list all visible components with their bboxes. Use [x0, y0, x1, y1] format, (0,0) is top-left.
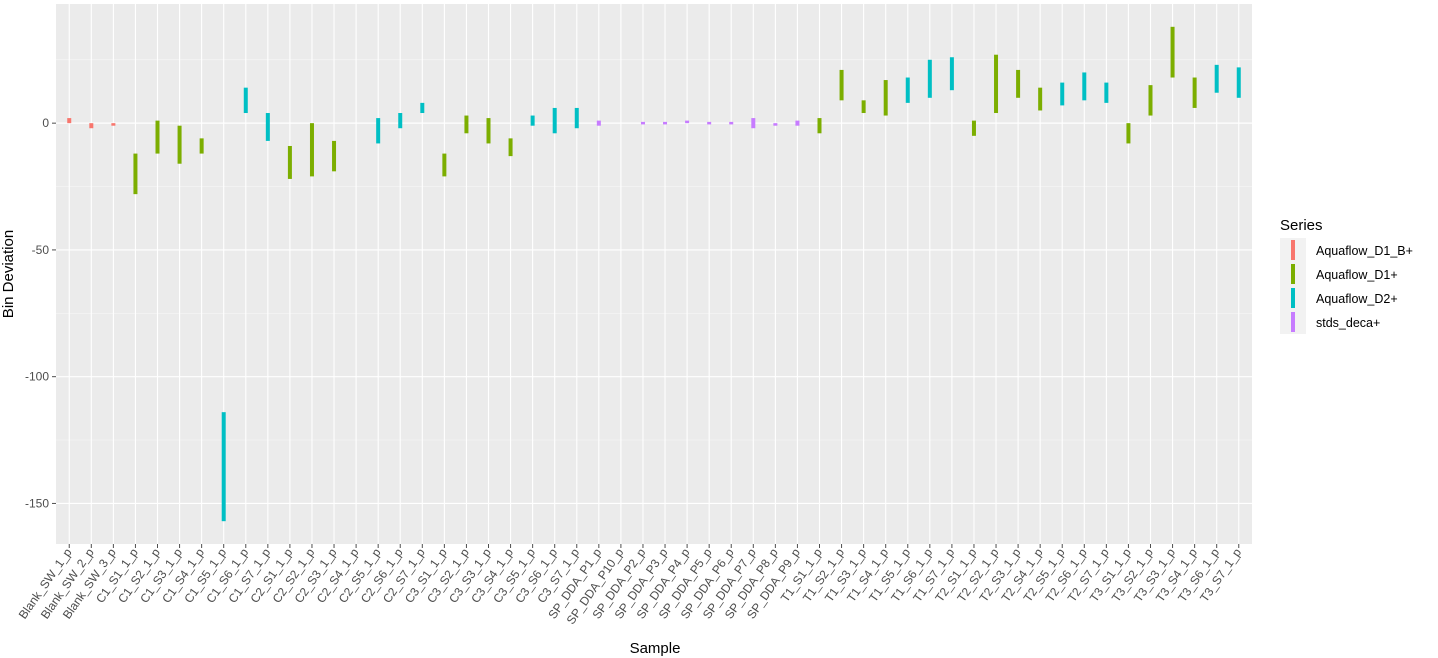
- bar-t2-s5-1-p: [1060, 82, 1065, 106]
- y-tick-label: -100: [25, 370, 49, 384]
- bar-t1-s3-1-p: [861, 100, 866, 114]
- legend: Series Aquaflow_D1_B+ Aquaflow_D1+ Aquaflo…: [1280, 217, 1413, 334]
- bar-t2-s3-1-p: [1016, 69, 1021, 98]
- bar-t3-s6-1-p: [1214, 64, 1219, 93]
- legend-swatch: [1291, 264, 1295, 284]
- legend-label: Aquaflow_D1+: [1316, 268, 1398, 282]
- x-axis-ticks: Blank_SW_1_pBlank_SW_2_pBlank_SW_3_pC1_S…: [16, 544, 1244, 627]
- bar-c3-s3-1-p: [486, 118, 491, 144]
- bar-t3-s2-1-p: [1148, 85, 1153, 116]
- bar-c1-s7-1-p: [265, 113, 270, 141]
- legend-swatch: [1291, 312, 1295, 332]
- bar-c3-s4-1-p: [508, 138, 513, 157]
- bar-t1-s4-1-p: [883, 80, 888, 116]
- bar-t2-s6-1-p: [1082, 72, 1087, 101]
- bars-layer: [67, 26, 1241, 522]
- bar-c2-s3-1-p: [332, 140, 337, 172]
- bar-c3-s6-1-p: [552, 107, 557, 134]
- bar-c1-s5-1-p: [221, 412, 226, 522]
- legend-label: Aquaflow_D1_B+: [1316, 244, 1413, 258]
- bar-c1-s1-1-p: [133, 153, 138, 195]
- bar-blank-sw-1-p: [67, 118, 72, 124]
- x-axis-title: Sample: [630, 640, 681, 657]
- legend-label: Aquaflow_D2+: [1316, 292, 1398, 306]
- bar-c1-s2-1-p: [155, 120, 160, 154]
- bar-c3-s2-1-p: [464, 115, 469, 134]
- bar-t2-s7-1-p: [1104, 82, 1109, 103]
- bar-c3-s5-1-p: [530, 115, 535, 126]
- bar-sp-dda-p6-p: [729, 121, 734, 125]
- y-tick-label: -50: [32, 243, 50, 257]
- y-tick-label: -150: [25, 496, 49, 510]
- bar-c2-s6-1-p: [398, 113, 403, 129]
- minor-gridlines: [56, 59, 1252, 441]
- major-gridlines: [56, 4, 1252, 544]
- bar-sp-dda-p2-p: [640, 121, 645, 125]
- legend-title: Series: [1280, 217, 1323, 234]
- bar-sp-dda-p7-p: [751, 118, 756, 129]
- legend-swatch: [1291, 288, 1295, 308]
- bar-c2-s1-1-p: [287, 145, 292, 179]
- bar-t1-s2-1-p: [839, 69, 844, 101]
- bar-c1-s6-1-p: [243, 87, 248, 114]
- bar-t3-s3-1-p: [1170, 26, 1175, 78]
- y-axis-ticks: 0 -50 -100 -150: [25, 116, 56, 510]
- bar-c3-s1-1-p: [442, 153, 447, 177]
- bar-c1-s4-1-p: [199, 138, 204, 154]
- legend-swatch: [1291, 240, 1295, 260]
- bar-c1-s3-1-p: [177, 125, 182, 164]
- bar-c2-s7-1-p: [420, 102, 425, 114]
- bar-c3-s7-1-p: [574, 107, 579, 129]
- bar-t3-s4-1-p: [1192, 77, 1197, 108]
- bar-t2-s4-1-p: [1038, 87, 1043, 111]
- bar-c2-s2-1-p: [309, 123, 314, 177]
- y-axis-title: Bin Deviation: [0, 230, 17, 318]
- bar-blank-sw-2-p: [89, 123, 94, 129]
- bar-t2-s1-1-p: [971, 120, 976, 136]
- bar-sp-dda-p5-p: [707, 121, 712, 125]
- plot-panel: [56, 4, 1252, 544]
- bar-sp-dda-p9-p: [795, 120, 800, 126]
- bar-t1-s7-1-p: [949, 57, 954, 91]
- bar-t3-s1-1-p: [1126, 123, 1131, 144]
- legend-label: stds_deca+: [1316, 316, 1380, 330]
- bar-t3-s7-1-p: [1236, 67, 1241, 98]
- bar-t1-s1-1-p: [817, 118, 822, 134]
- bar-sp-dda-p3-p: [663, 121, 668, 125]
- bar-sp-dda-p8-p: [773, 123, 778, 126]
- bar-t1-s6-1-p: [927, 59, 932, 98]
- bar-sp-dda-p4-p: [685, 120, 690, 124]
- bar-t1-s5-1-p: [905, 77, 910, 103]
- bar-t2-s2-1-p: [994, 54, 999, 114]
- bar-sp-dda-p1-p: [596, 120, 601, 126]
- y-tick-label: 0: [42, 116, 49, 130]
- bar-blank-sw-3-p: [111, 123, 116, 126]
- bar-c2-s5-1-p: [376, 118, 381, 144]
